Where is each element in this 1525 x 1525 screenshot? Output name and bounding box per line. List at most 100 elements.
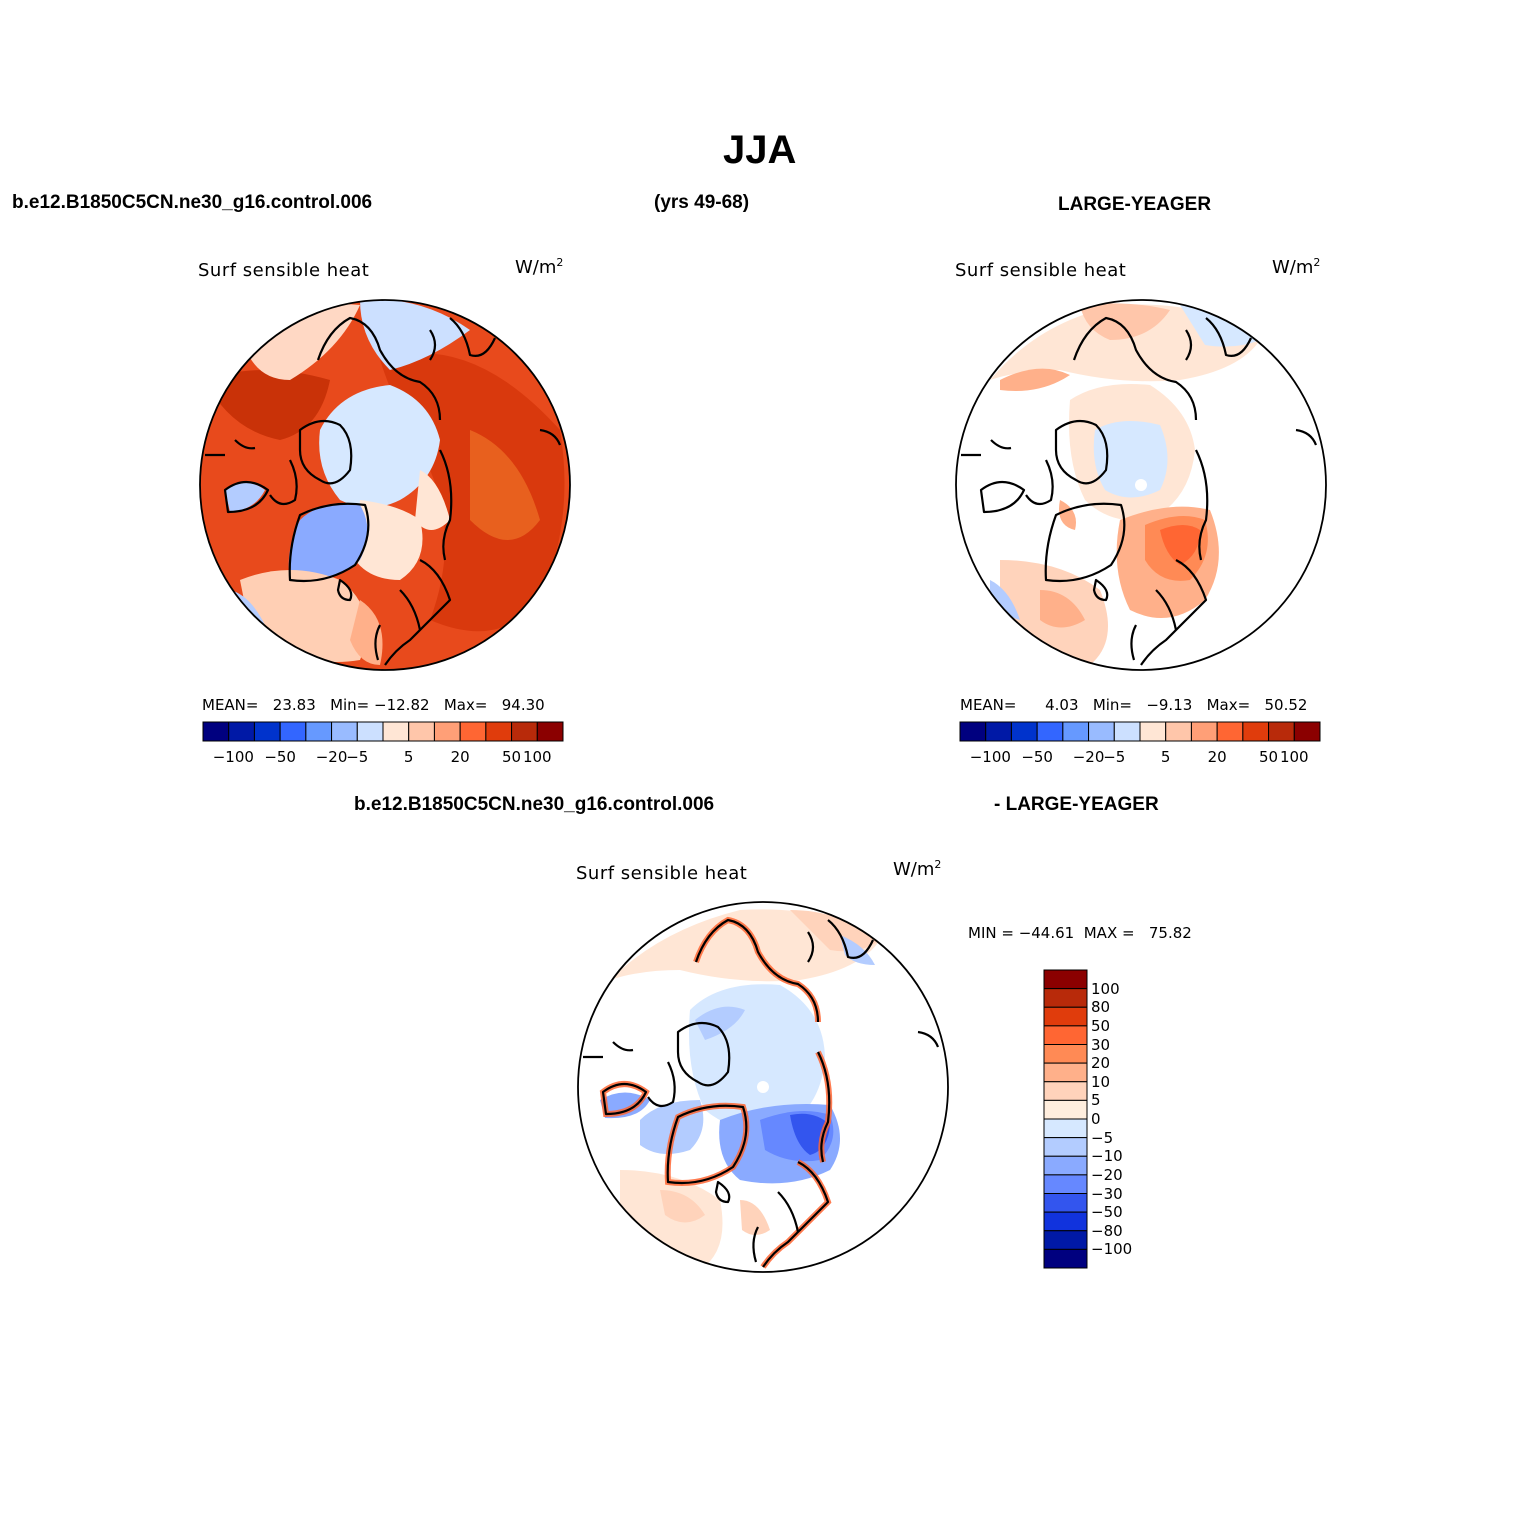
colorbar-swatch xyxy=(511,721,538,742)
colorbar-model xyxy=(202,721,564,742)
colorbar-tick-label: −50 xyxy=(264,748,296,766)
colorbar-tick-label: 0 xyxy=(1091,1110,1101,1128)
map-model-boundary xyxy=(199,299,571,671)
panel3-minmax: MIN = −44.61 MAX = 75.82 xyxy=(968,924,1192,942)
colorbar-tick-label: −10 xyxy=(1091,1147,1123,1166)
colorbar-tick-label: −80 xyxy=(1091,1221,1123,1240)
colorbar-tick-label: −5 xyxy=(1091,1128,1114,1147)
colorbar-difference xyxy=(1043,969,1088,1269)
colorbar-tick-label: 5 xyxy=(403,748,414,766)
colorbar-tick-label: 5 xyxy=(1160,748,1171,766)
colorbar-tick-label: −5 xyxy=(346,748,369,766)
map-obs xyxy=(955,299,1327,671)
colorbar-swatch xyxy=(305,721,333,742)
colorbar-tick-label: 50 xyxy=(502,748,522,766)
colorbar-swatch xyxy=(433,721,461,742)
colorbar-swatch xyxy=(356,721,384,742)
colorbar-swatch xyxy=(1088,721,1115,742)
colorbar-swatch xyxy=(1043,1044,1088,1064)
colorbar-swatch xyxy=(1043,969,1088,990)
colorbar-swatch xyxy=(382,721,410,742)
diff-case-header: b.e12.B1850C5CN.ne30_g16.control.006 xyxy=(354,794,715,815)
map-difference-boundary xyxy=(577,901,949,1273)
years-header: (yrs 49-68) xyxy=(654,192,750,213)
figure-title: JJA xyxy=(723,128,797,172)
colorbar-swatch xyxy=(1165,721,1192,742)
colorbar-swatch xyxy=(279,721,307,742)
diff-obs-header: - LARGE-YEAGER xyxy=(994,794,1159,815)
colorbar-tick-label: −100 xyxy=(212,748,254,766)
case-name-header: b.e12.B1850C5CN.ne30_g16.control.006 xyxy=(12,192,373,213)
colorbar-swatch xyxy=(1139,721,1167,742)
colorbar-tick-label: −20 xyxy=(1091,1165,1123,1184)
colorbar-swatch xyxy=(1242,721,1270,742)
colorbar-tick-label: −100 xyxy=(1091,1240,1133,1259)
colorbar-obs xyxy=(959,721,1321,742)
colorbar-swatch xyxy=(1043,1211,1088,1232)
colorbar-swatch xyxy=(485,721,513,742)
colorbar-swatch xyxy=(1043,1174,1088,1194)
colorbar-tick-label: 20 xyxy=(450,748,470,766)
colorbar-tick-label: 100 xyxy=(1279,748,1309,766)
colorbar-swatch xyxy=(1190,721,1218,742)
map-difference xyxy=(577,901,949,1273)
colorbar-swatch xyxy=(1043,1025,1088,1045)
colorbar-swatch xyxy=(536,721,564,742)
colorbar-tick-label: −20 xyxy=(315,748,348,766)
map-model xyxy=(199,299,571,671)
colorbar-swatch xyxy=(408,721,435,742)
colorbar-swatch xyxy=(1293,721,1321,742)
colorbar-swatch xyxy=(1043,1118,1088,1139)
colorbar-swatch xyxy=(1043,1193,1088,1213)
colorbar-swatch xyxy=(1043,1099,1088,1120)
colorbar-tick-label: 50 xyxy=(1091,1016,1111,1035)
colorbar-tick-label: 20 xyxy=(1091,1054,1111,1073)
colorbar-swatch xyxy=(985,721,1012,742)
panel2-label: Surf sensible heat xyxy=(955,260,1127,281)
colorbar-swatch xyxy=(1043,1137,1088,1157)
colorbar-swatch xyxy=(1043,1062,1088,1083)
colorbar-tick-label: 30 xyxy=(1091,1035,1111,1054)
colorbar-tick-label: 80 xyxy=(1091,998,1111,1017)
colorbar-swatch xyxy=(1268,721,1295,742)
colorbar-tick-label: 50 xyxy=(1259,748,1279,766)
colorbar-swatch xyxy=(331,721,358,742)
colorbar-tick-label: 100 xyxy=(1091,979,1120,998)
panel3-label: Surf sensible heat xyxy=(576,863,748,884)
panel2-units: W/m2 xyxy=(1272,256,1321,278)
obs-name-header: LARGE-YEAGER xyxy=(1058,194,1212,215)
colorbar-swatch xyxy=(1043,1248,1088,1269)
panel3-units: W/m2 xyxy=(893,858,942,880)
colorbar-swatch xyxy=(1062,721,1090,742)
colorbar-swatch xyxy=(228,721,255,742)
colorbar-swatch xyxy=(1036,721,1064,742)
colorbar-tick-label: −50 xyxy=(1091,1203,1123,1222)
map-obs-boundary xyxy=(955,299,1327,671)
colorbar-tick-label: 20 xyxy=(1207,748,1227,766)
panel1-units: W/m2 xyxy=(515,256,564,278)
colorbar-tick-label: 5 xyxy=(1091,1091,1101,1110)
colorbar-swatch xyxy=(1043,988,1088,1008)
colorbar-tick-label: −20 xyxy=(1072,748,1105,766)
colorbar-swatch xyxy=(1043,1006,1088,1027)
colorbar-tick-label: −5 xyxy=(1103,748,1126,766)
colorbar-tick-label: −100 xyxy=(969,748,1011,766)
panel1-stats: MEAN= 23.83 Min= −12.82 Max= 94.30 xyxy=(202,696,545,714)
colorbar-swatch xyxy=(1216,721,1244,742)
colorbar-tick-label: −30 xyxy=(1091,1184,1123,1203)
colorbar-tick-label: −50 xyxy=(1021,748,1053,766)
colorbar-swatch xyxy=(1043,1081,1088,1101)
colorbar-swatch xyxy=(959,721,987,742)
colorbar-tick-label: 100 xyxy=(522,748,552,766)
colorbar-swatch xyxy=(1010,721,1038,742)
colorbar-swatch xyxy=(1043,1230,1088,1250)
colorbar-tick-label: 10 xyxy=(1091,1072,1111,1091)
colorbar-swatch xyxy=(459,721,487,742)
panel1-label: Surf sensible heat xyxy=(198,260,370,281)
colorbar-swatch xyxy=(253,721,281,742)
colorbar-swatch xyxy=(1043,1155,1088,1176)
colorbar-swatch xyxy=(1113,721,1141,742)
colorbar-swatch xyxy=(202,721,230,742)
panel2-stats: MEAN= 4.03 Min= −9.13 Max= 50.52 xyxy=(960,696,1308,714)
